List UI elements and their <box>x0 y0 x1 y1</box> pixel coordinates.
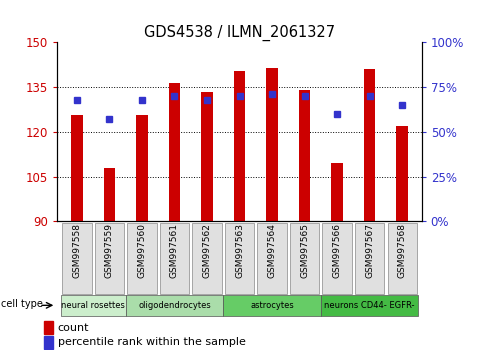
FancyBboxPatch shape <box>62 223 91 294</box>
Bar <box>266 68 278 221</box>
Text: GSM997558: GSM997558 <box>72 223 81 279</box>
Text: percentile rank within the sample: percentile rank within the sample <box>58 337 246 348</box>
Text: GSM997560: GSM997560 <box>137 223 146 279</box>
FancyBboxPatch shape <box>61 295 126 316</box>
Bar <box>169 83 180 221</box>
Title: GDS4538 / ILMN_2061327: GDS4538 / ILMN_2061327 <box>144 25 335 41</box>
Text: cell type: cell type <box>1 299 43 309</box>
Bar <box>71 115 83 221</box>
FancyBboxPatch shape <box>126 295 223 316</box>
FancyBboxPatch shape <box>257 223 287 294</box>
Bar <box>44 321 53 334</box>
FancyBboxPatch shape <box>225 223 254 294</box>
FancyBboxPatch shape <box>192 223 222 294</box>
FancyBboxPatch shape <box>223 295 321 316</box>
FancyBboxPatch shape <box>355 223 384 294</box>
FancyBboxPatch shape <box>321 295 418 316</box>
Text: GSM997562: GSM997562 <box>203 223 212 278</box>
FancyBboxPatch shape <box>290 223 319 294</box>
Bar <box>299 90 310 221</box>
Bar <box>331 163 343 221</box>
Text: GSM997561: GSM997561 <box>170 223 179 279</box>
Text: count: count <box>58 322 89 332</box>
Text: astrocytes: astrocytes <box>250 301 294 310</box>
Text: oligodendrocytes: oligodendrocytes <box>138 301 211 310</box>
Text: GSM997568: GSM997568 <box>398 223 407 279</box>
FancyBboxPatch shape <box>95 223 124 294</box>
Bar <box>104 168 115 221</box>
FancyBboxPatch shape <box>388 223 417 294</box>
Bar <box>364 69 375 221</box>
Text: GSM997559: GSM997559 <box>105 223 114 279</box>
FancyBboxPatch shape <box>322 223 352 294</box>
Bar <box>396 126 408 221</box>
FancyBboxPatch shape <box>160 223 189 294</box>
Text: GSM997567: GSM997567 <box>365 223 374 279</box>
Text: neural rosettes: neural rosettes <box>61 301 125 310</box>
Text: GSM997563: GSM997563 <box>235 223 244 279</box>
FancyBboxPatch shape <box>127 223 157 294</box>
Text: GSM997564: GSM997564 <box>267 223 276 278</box>
Bar <box>234 71 245 221</box>
Text: neurons CD44- EGFR-: neurons CD44- EGFR- <box>324 301 415 310</box>
Text: GSM997566: GSM997566 <box>333 223 342 279</box>
Bar <box>44 336 53 349</box>
Bar <box>136 115 148 221</box>
Text: GSM997565: GSM997565 <box>300 223 309 279</box>
Bar <box>201 92 213 221</box>
